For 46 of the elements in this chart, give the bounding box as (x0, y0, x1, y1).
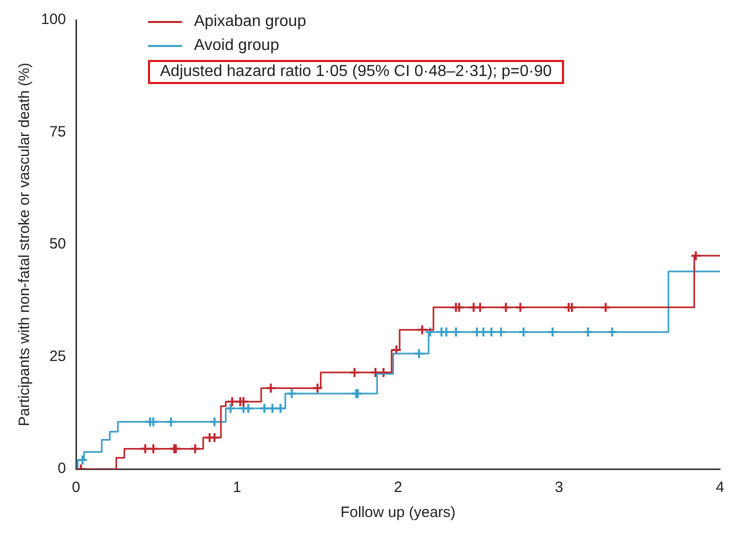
annotation: Adjusted hazard ratio 1·05 (95% CI 0·48–2·31); p=0·90 (148, 60, 564, 84)
point (514, 302, 526, 313)
point (606, 326, 618, 338)
point (166, 416, 177, 428)
point (148, 416, 159, 428)
point (474, 302, 486, 313)
point (258, 402, 270, 414)
y-tick-label: 0 (58, 460, 66, 478)
y-tick-label: 75 (49, 123, 66, 140)
point (225, 402, 236, 414)
point (208, 416, 220, 428)
legend-label: Apixaban group (194, 12, 306, 32)
y-tick-label: 25 (49, 348, 66, 365)
x-tick-label: 2 (394, 479, 402, 496)
point (566, 302, 578, 313)
point (582, 326, 594, 338)
point (496, 326, 507, 338)
point (547, 326, 558, 338)
point (690, 250, 702, 262)
point (274, 402, 286, 414)
point (265, 382, 276, 394)
point (416, 324, 428, 336)
x-axis-title: Follow up (years) (340, 504, 456, 522)
y-axis-title: Participants with non-fatal stroke or vascular death (%) (16, 62, 34, 426)
point (286, 388, 298, 400)
point (518, 326, 530, 338)
point (238, 396, 249, 408)
point (413, 348, 424, 360)
point (454, 302, 465, 313)
point (190, 443, 201, 454)
point (140, 443, 151, 454)
point (424, 326, 436, 338)
y-tick-label: 50 (49, 236, 66, 253)
point (266, 402, 278, 414)
point (450, 326, 462, 338)
legend-label: Avoid group (194, 36, 280, 56)
x-tick-label: 3 (554, 479, 564, 496)
x-tick-label: 1 (232, 479, 242, 496)
point (600, 302, 612, 313)
y-tick-label: 100 (40, 11, 66, 28)
point (312, 382, 324, 394)
point (226, 396, 238, 408)
x-tick-label: 4 (716, 479, 724, 496)
point (148, 443, 159, 454)
x-tick-label: 0 (72, 479, 80, 496)
point (500, 302, 512, 313)
